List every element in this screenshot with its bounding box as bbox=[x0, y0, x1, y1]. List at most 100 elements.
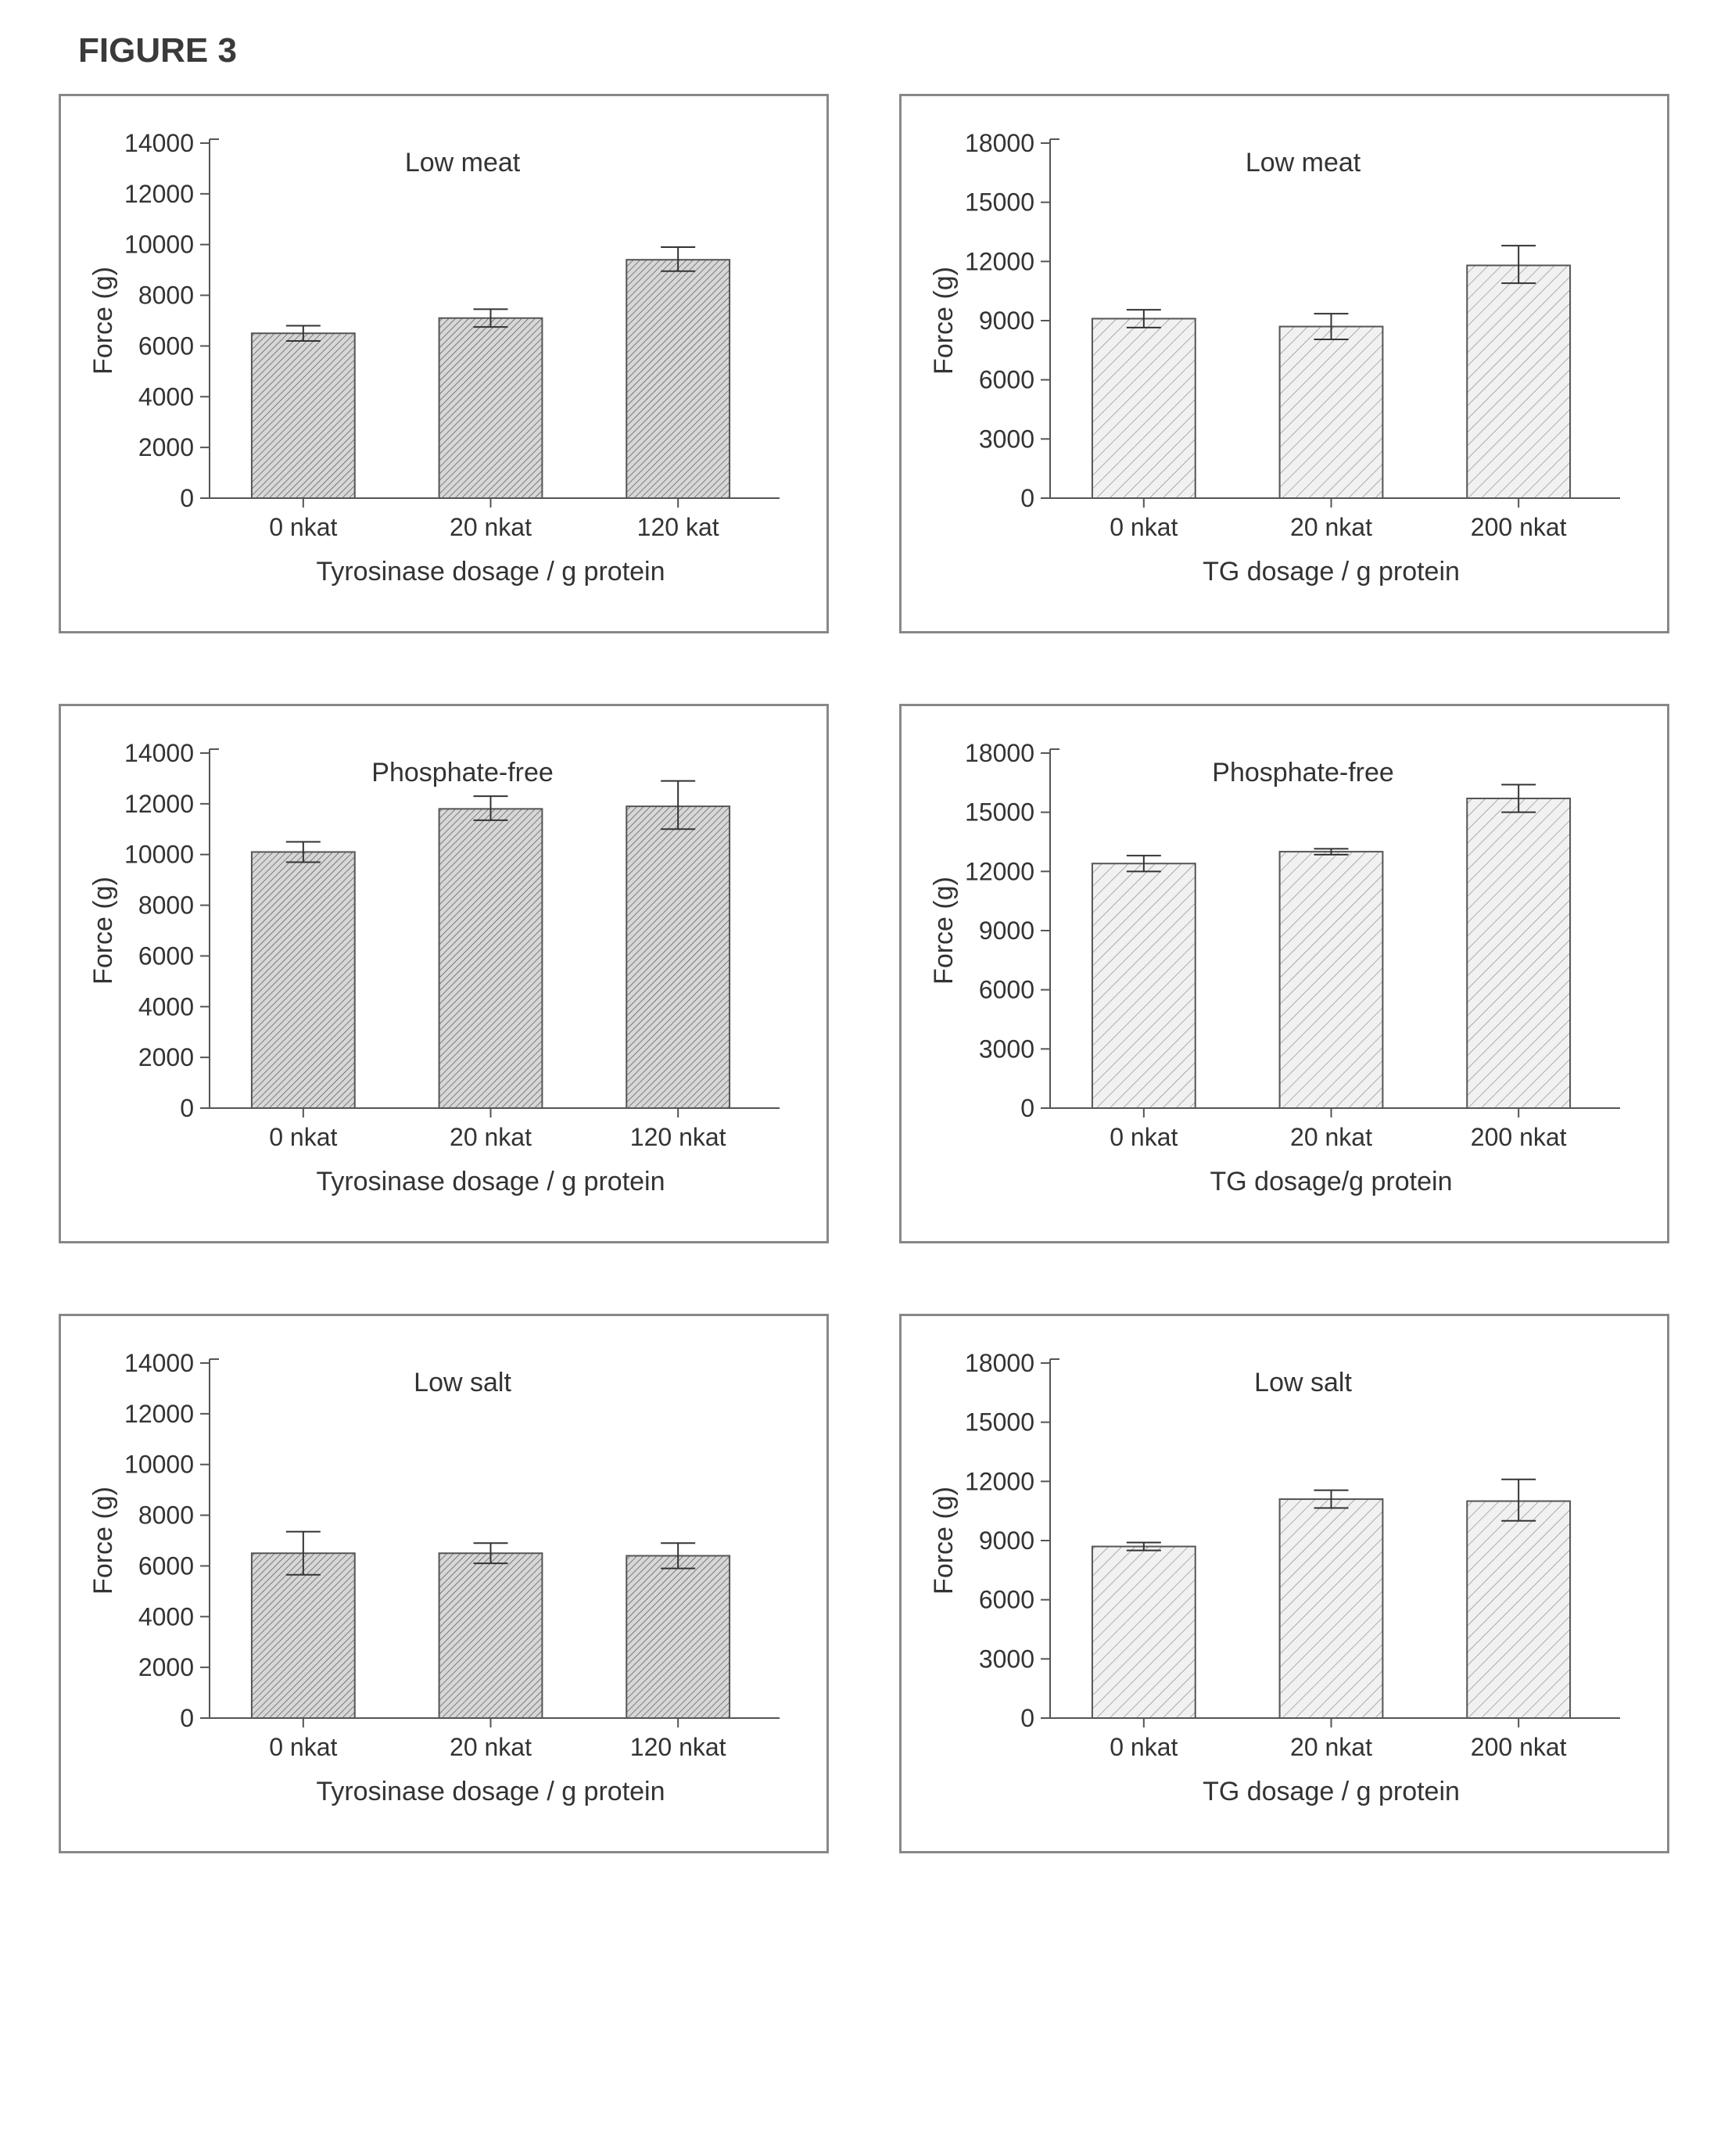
x-tick-label: 0 nkat bbox=[269, 1123, 337, 1151]
x-tick-label: 120 nkat bbox=[630, 1123, 726, 1151]
y-tick-label: 6000 bbox=[979, 1586, 1034, 1614]
x-tick-label: 120 nkat bbox=[630, 1733, 726, 1761]
y-tick-label: 4000 bbox=[138, 992, 194, 1021]
chart-title: Low salt bbox=[1254, 1368, 1352, 1397]
y-tick-label: 3000 bbox=[979, 425, 1034, 453]
y-tick-label: 6000 bbox=[138, 942, 194, 970]
y-axis-label: Force (g) bbox=[929, 1487, 959, 1595]
y-tick-label: 3000 bbox=[979, 1645, 1034, 1673]
chart-title: Low meat bbox=[405, 148, 521, 178]
bar bbox=[1467, 1501, 1570, 1718]
x-tick-label: 0 nkat bbox=[269, 1733, 337, 1761]
y-tick-label: 3000 bbox=[979, 1035, 1034, 1063]
y-axis-label: Force (g) bbox=[88, 877, 118, 985]
chart-title: Phosphate-free bbox=[1212, 758, 1394, 787]
y-tick-label: 8000 bbox=[138, 1501, 194, 1530]
y-tick-label: 14000 bbox=[124, 1349, 194, 1377]
y-tick-label: 4000 bbox=[138, 382, 194, 411]
y-tick-label: 15000 bbox=[965, 1408, 1034, 1437]
y-tick-label: 2000 bbox=[138, 1043, 194, 1071]
y-axis-label: Force (g) bbox=[88, 1487, 118, 1595]
x-tick-label: 20 nkat bbox=[450, 513, 532, 541]
y-axis-label: Force (g) bbox=[929, 877, 959, 985]
figure-label: FIGURE 3 bbox=[78, 31, 1697, 70]
chart-panel: 020004000600080001000012000140000 nkat20… bbox=[59, 1314, 829, 1853]
x-tick-label: 0 nkat bbox=[1110, 1733, 1178, 1761]
bar bbox=[439, 1553, 543, 1718]
x-axis-label: Tyrosinase dosage / g protein bbox=[316, 1167, 665, 1196]
x-tick-label: 200 nkat bbox=[1471, 513, 1567, 541]
y-tick-label: 2000 bbox=[138, 433, 194, 461]
chart-title: Phosphate-free bbox=[371, 758, 554, 787]
bar bbox=[1092, 318, 1196, 498]
y-tick-label: 9000 bbox=[979, 307, 1034, 335]
bar bbox=[252, 1553, 355, 1718]
y-tick-label: 6000 bbox=[138, 332, 194, 360]
bar bbox=[1280, 327, 1383, 498]
y-tick-label: 15000 bbox=[965, 798, 1034, 827]
y-tick-label: 12000 bbox=[965, 247, 1034, 275]
chart-panel: 03000600090001200015000180000 nkat20 nka… bbox=[899, 94, 1669, 633]
y-tick-label: 14000 bbox=[124, 739, 194, 767]
x-tick-label: 20 nkat bbox=[1290, 513, 1372, 541]
bar bbox=[626, 260, 730, 498]
y-tick-label: 10000 bbox=[124, 841, 194, 869]
bar bbox=[252, 333, 355, 498]
x-tick-label: 20 nkat bbox=[450, 1123, 532, 1151]
bar bbox=[1467, 798, 1570, 1108]
bar bbox=[1280, 1499, 1383, 1718]
y-tick-label: 0 bbox=[180, 1094, 194, 1122]
y-tick-label: 2000 bbox=[138, 1653, 194, 1681]
bar bbox=[1280, 852, 1383, 1108]
y-tick-label: 0 bbox=[1020, 1704, 1034, 1732]
y-tick-label: 8000 bbox=[138, 282, 194, 310]
chart-panel: 0 2000 4000 6000 8000 10000 12000 14000 0 nkat 20… bbox=[59, 704, 829, 1243]
y-axis-label: Force (g) bbox=[929, 267, 959, 375]
y-tick-label: 12000 bbox=[124, 790, 194, 818]
y-tick-label: 12000 bbox=[965, 857, 1034, 885]
x-tick-label: 120 kat bbox=[637, 513, 719, 541]
y-tick-label: 10000 bbox=[124, 231, 194, 259]
chart-panel: 03000600090001200015000180000 nkat20 nka… bbox=[899, 704, 1669, 1243]
chart-grid: 0 2000 4000 6000 8000 10000 12000 14000 0 nkat 20… bbox=[59, 94, 1669, 1853]
y-tick-label: 6000 bbox=[979, 366, 1034, 394]
y-tick-label: 12000 bbox=[124, 1400, 194, 1428]
y-tick-label: 18000 bbox=[965, 1349, 1034, 1377]
y-axis-label: Force (g) bbox=[88, 267, 118, 375]
bar-chart: 020004000600080001000012000140000 nkat20… bbox=[77, 120, 795, 608]
bar-chart: 03000600090001200015000180000 nkat20 nka… bbox=[917, 1340, 1636, 1828]
x-axis-label: Tyrosinase dosage / g protein bbox=[316, 1777, 665, 1806]
y-tick-label: 8000 bbox=[138, 891, 194, 920]
y-tick-label: 15000 bbox=[965, 188, 1034, 217]
bar bbox=[1092, 863, 1196, 1108]
chart-panel: 03000600090001200015000180000 nkat20 nka… bbox=[899, 1314, 1669, 1853]
bar bbox=[439, 809, 543, 1108]
x-axis-label: TG dosage / g protein bbox=[1203, 557, 1460, 587]
chart-title: Low salt bbox=[414, 1368, 511, 1397]
bar bbox=[252, 852, 355, 1108]
y-tick-label: 6000 bbox=[138, 1552, 194, 1580]
x-tick-label: 20 nkat bbox=[1290, 1733, 1372, 1761]
bar bbox=[439, 318, 543, 498]
x-tick-label: 20 nkat bbox=[450, 1733, 532, 1761]
x-tick-label: 200 nkat bbox=[1471, 1733, 1567, 1761]
x-axis-label: Tyrosinase dosage / g protein bbox=[316, 557, 665, 587]
x-axis-label: TG dosage/g protein bbox=[1210, 1167, 1453, 1196]
bar bbox=[1092, 1547, 1196, 1718]
x-axis-label: TG dosage / g protein bbox=[1203, 1777, 1460, 1806]
bar-chart: 03000600090001200015000180000 nkat20 nka… bbox=[917, 730, 1636, 1218]
bar-chart: 020004000600080001000012000140000 nkat20… bbox=[77, 1340, 795, 1828]
y-tick-label: 10000 bbox=[124, 1451, 194, 1479]
bar bbox=[626, 1555, 730, 1718]
y-tick-label: 9000 bbox=[979, 1526, 1034, 1555]
y-tick-label: 0 bbox=[1020, 484, 1034, 512]
bar-chart: 0 2000 4000 6000 8000 10000 12000 14000 0 nkat 20… bbox=[77, 730, 795, 1218]
bar bbox=[1467, 265, 1570, 498]
bar bbox=[626, 806, 730, 1108]
y-tick-label: 9000 bbox=[979, 917, 1034, 945]
chart-title: Low meat bbox=[1246, 148, 1361, 178]
x-tick-label: 200 nkat bbox=[1471, 1123, 1567, 1151]
x-tick-label: 0 nkat bbox=[269, 513, 337, 541]
x-tick-label: 0 nkat bbox=[1110, 1123, 1178, 1151]
y-tick-label: 18000 bbox=[965, 739, 1034, 767]
